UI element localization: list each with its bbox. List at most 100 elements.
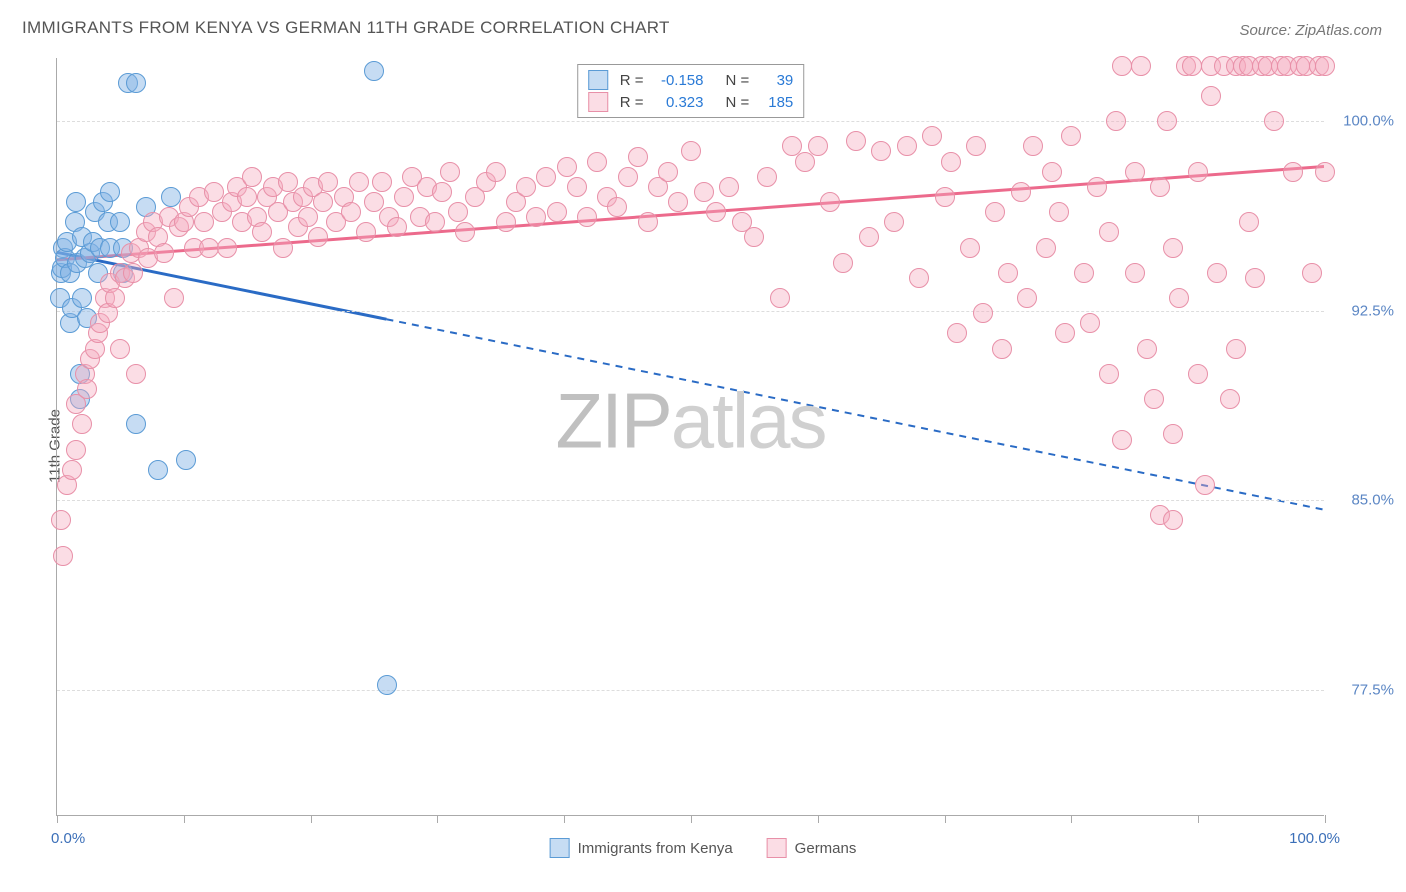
scatter-point-pink bbox=[567, 177, 587, 197]
scatter-point-pink bbox=[1195, 475, 1215, 495]
scatter-point-pink bbox=[1264, 111, 1284, 131]
grid-line bbox=[57, 311, 1324, 312]
scatter-point-pink bbox=[313, 192, 333, 212]
scatter-point-pink bbox=[387, 217, 407, 237]
scatter-point-pink bbox=[1245, 268, 1265, 288]
scatter-point-pink bbox=[356, 222, 376, 242]
scatter-point-pink bbox=[941, 152, 961, 172]
xtick bbox=[184, 815, 185, 823]
scatter-point-pink bbox=[72, 414, 92, 434]
scatter-point-pink bbox=[638, 212, 658, 232]
scatter-point-pink bbox=[242, 167, 262, 187]
xtick bbox=[57, 815, 58, 823]
scatter-point-pink bbox=[53, 546, 73, 566]
swatch-blue bbox=[588, 70, 608, 90]
scatter-point-pink bbox=[706, 202, 726, 222]
scatter-point-pink bbox=[859, 227, 879, 247]
series-legend: Immigrants from Kenya Germans bbox=[550, 838, 857, 858]
scatter-point-pink bbox=[1042, 162, 1062, 182]
ytick-label: 85.0% bbox=[1334, 492, 1394, 509]
scatter-point-pink bbox=[278, 172, 298, 192]
scatter-point-pink bbox=[1125, 263, 1145, 283]
scatter-point-pink bbox=[1163, 510, 1183, 530]
scatter-point-pink bbox=[77, 379, 97, 399]
scatter-point-pink bbox=[194, 212, 214, 232]
xtick bbox=[818, 815, 819, 823]
scatter-point-pink bbox=[587, 152, 607, 172]
scatter-point-pink bbox=[237, 187, 257, 207]
scatter-point-pink bbox=[833, 253, 853, 273]
scatter-point-pink bbox=[105, 288, 125, 308]
scatter-point-pink bbox=[1144, 389, 1164, 409]
scatter-point-pink bbox=[126, 364, 146, 384]
scatter-point-pink bbox=[298, 207, 318, 227]
scatter-point-pink bbox=[349, 172, 369, 192]
xlabel-left: 0.0% bbox=[51, 830, 85, 847]
swatch-pink-bottom bbox=[767, 838, 787, 858]
scatter-point-pink bbox=[372, 172, 392, 192]
scatter-point-pink bbox=[577, 207, 597, 227]
scatter-point-pink bbox=[110, 339, 130, 359]
scatter-point-pink bbox=[1011, 182, 1031, 202]
scatter-point-pink bbox=[1188, 364, 1208, 384]
scatter-point-pink bbox=[440, 162, 460, 182]
scatter-point-pink bbox=[719, 177, 739, 197]
scatter-point-pink bbox=[1087, 177, 1107, 197]
scatter-point-pink bbox=[1112, 430, 1132, 450]
scatter-point-pink bbox=[808, 136, 828, 156]
scatter-point-pink bbox=[1182, 56, 1202, 76]
scatter-point-pink bbox=[308, 227, 328, 247]
scatter-point-blue bbox=[66, 192, 86, 212]
correlation-legend: R = -0.158 N = 39 R = 0.323 N = 185 bbox=[577, 64, 805, 118]
scatter-point-pink bbox=[770, 288, 790, 308]
scatter-point-pink bbox=[1163, 424, 1183, 444]
scatter-point-pink bbox=[123, 263, 143, 283]
xtick bbox=[437, 815, 438, 823]
scatter-point-pink bbox=[897, 136, 917, 156]
scatter-point-pink bbox=[618, 167, 638, 187]
scatter-point-pink bbox=[455, 222, 475, 242]
scatter-point-pink bbox=[217, 238, 237, 258]
watermark: ZIPatlas bbox=[555, 376, 825, 467]
xlabel-right: 100.0% bbox=[1289, 830, 1340, 847]
scatter-point-pink bbox=[66, 440, 86, 460]
plot-area: ZIPatlas R = -0.158 N = 39 R = 0.323 N =… bbox=[56, 58, 1324, 816]
scatter-point-pink bbox=[1226, 339, 1246, 359]
scatter-point-pink bbox=[909, 268, 929, 288]
xtick bbox=[1198, 815, 1199, 823]
legend-label-pink: Germans bbox=[795, 840, 857, 857]
scatter-point-pink bbox=[1112, 56, 1132, 76]
scatter-point-pink bbox=[1220, 389, 1240, 409]
xtick bbox=[311, 815, 312, 823]
xtick bbox=[564, 815, 565, 823]
scatter-point-pink bbox=[547, 202, 567, 222]
scatter-point-pink bbox=[607, 197, 627, 217]
scatter-point-blue bbox=[176, 450, 196, 470]
scatter-point-pink bbox=[1049, 202, 1069, 222]
scatter-point-pink bbox=[935, 187, 955, 207]
scatter-point-pink bbox=[820, 192, 840, 212]
scatter-point-pink bbox=[1055, 323, 1075, 343]
scatter-point-pink bbox=[628, 147, 648, 167]
scatter-point-pink bbox=[1061, 126, 1081, 146]
scatter-point-pink bbox=[273, 238, 293, 258]
scatter-point-blue bbox=[100, 182, 120, 202]
xtick bbox=[691, 815, 692, 823]
scatter-point-pink bbox=[1188, 162, 1208, 182]
legend-row-blue: R = -0.158 N = 39 bbox=[588, 69, 794, 91]
chart-title: IMMIGRANTS FROM KENYA VS GERMAN 11TH GRA… bbox=[22, 18, 670, 38]
ytick-label: 77.5% bbox=[1334, 681, 1394, 698]
scatter-point-pink bbox=[318, 172, 338, 192]
scatter-point-blue bbox=[126, 414, 146, 434]
xtick bbox=[1071, 815, 1072, 823]
scatter-point-pink bbox=[871, 141, 891, 161]
scatter-point-pink bbox=[1315, 162, 1335, 182]
scatter-point-pink bbox=[164, 288, 184, 308]
grid-line bbox=[57, 500, 1324, 501]
scatter-point-pink bbox=[658, 162, 678, 182]
scatter-point-pink bbox=[966, 136, 986, 156]
grid-line bbox=[57, 121, 1324, 122]
scatter-point-blue bbox=[148, 460, 168, 480]
swatch-pink bbox=[588, 92, 608, 112]
scatter-point-pink bbox=[1017, 288, 1037, 308]
